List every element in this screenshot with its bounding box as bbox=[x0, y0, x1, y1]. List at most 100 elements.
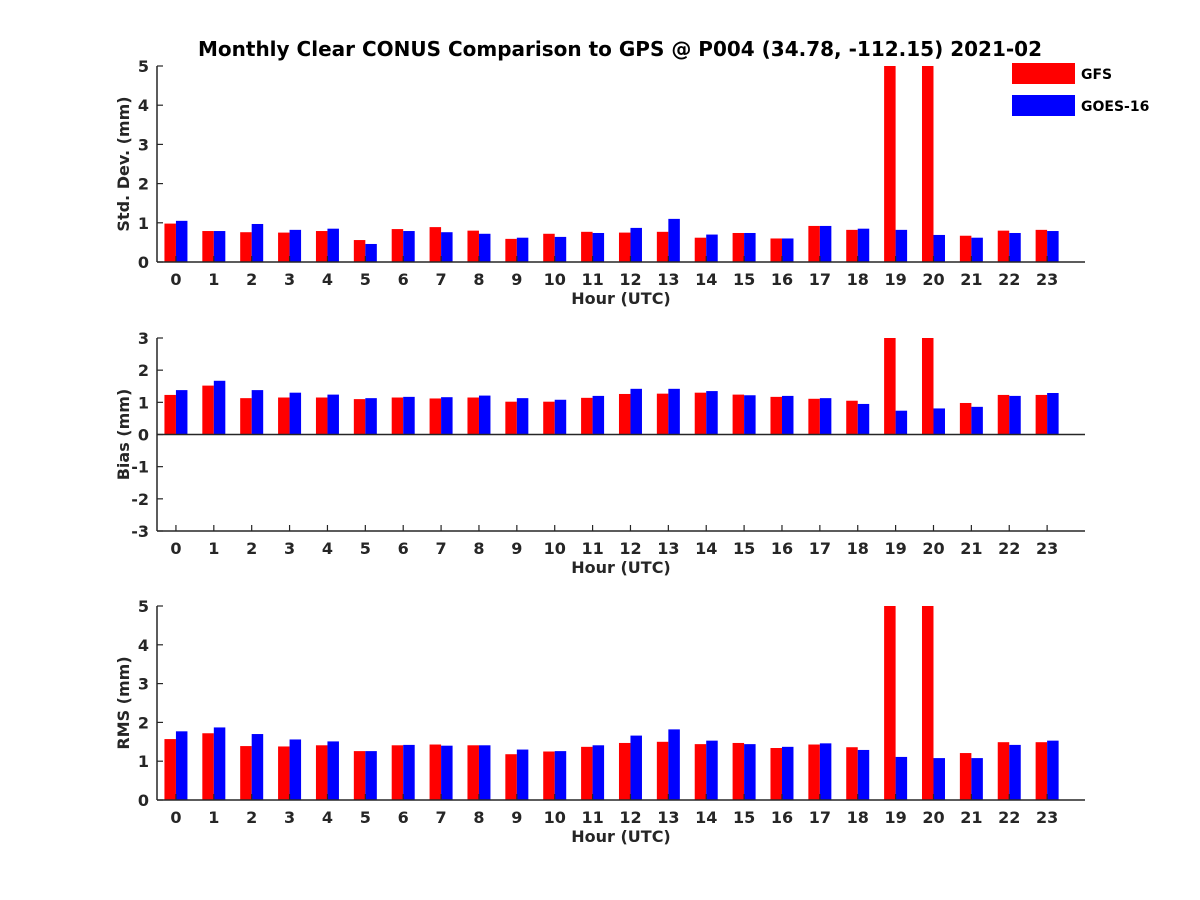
bar-goes16-hour-3 bbox=[289, 229, 302, 262]
x-tick-label: 0 bbox=[170, 808, 181, 827]
bar-goes16-hour-6 bbox=[403, 231, 415, 262]
x-tick-label: 14 bbox=[695, 270, 717, 289]
bar-gfs-hour-19 bbox=[884, 338, 896, 435]
bar-gfs-hour-1 bbox=[202, 385, 214, 435]
bar-goes16-hour-23 bbox=[1047, 393, 1059, 435]
chart-title: Monthly Clear CONUS Comparison to GPS @ … bbox=[198, 37, 1042, 61]
bar-goes16-hour-13 bbox=[668, 388, 680, 435]
x-tick-label: 15 bbox=[733, 270, 755, 289]
bar-gfs-hour-7 bbox=[429, 398, 442, 435]
y-axis-label: RMS (mm) bbox=[114, 656, 133, 749]
x-tick-label: 19 bbox=[884, 270, 906, 289]
bar-gfs-hour-10 bbox=[543, 401, 555, 435]
y-tick-label: -2 bbox=[131, 490, 149, 509]
bar-gfs-hour-23 bbox=[1035, 394, 1048, 435]
x-tick-label: 6 bbox=[398, 270, 409, 289]
x-tick-label: 2 bbox=[246, 270, 257, 289]
x-axis-label: Hour (UTC) bbox=[571, 827, 671, 846]
bar-gfs-hour-15 bbox=[732, 232, 745, 262]
bar-goes16-hour-16 bbox=[781, 238, 794, 262]
bar-gfs-hour-1 bbox=[202, 733, 214, 800]
y-tick-label: 1 bbox=[138, 214, 149, 233]
bar-goes16-hour-12 bbox=[630, 388, 642, 435]
x-tick-label: 18 bbox=[847, 270, 869, 289]
bar-gfs-hour-5 bbox=[353, 240, 366, 262]
bar-goes16-hour-22 bbox=[1009, 744, 1021, 800]
y-tick-label: 0 bbox=[138, 253, 149, 272]
bar-goes16-hour-16 bbox=[781, 395, 794, 435]
y-tick-label: -3 bbox=[131, 522, 149, 541]
bar-gfs-hour-0 bbox=[164, 394, 176, 435]
bar-goes16-hour-22 bbox=[1009, 395, 1021, 435]
x-tick-label: 20 bbox=[922, 539, 944, 558]
bar-goes16-hour-1 bbox=[213, 231, 226, 262]
x-tick-label: 4 bbox=[322, 270, 333, 289]
x-tick-label: 13 bbox=[657, 539, 679, 558]
bar-goes16-hour-0 bbox=[175, 390, 188, 435]
x-tick-label: 5 bbox=[360, 539, 371, 558]
bar-gfs-hour-15 bbox=[732, 742, 745, 800]
bar-gfs-hour-10 bbox=[543, 233, 555, 262]
bar-goes16-hour-20 bbox=[933, 234, 945, 262]
bar-goes16-hour-17 bbox=[819, 398, 832, 435]
bar-goes16-hour-0 bbox=[175, 731, 188, 800]
bar-goes16-hour-4 bbox=[327, 394, 339, 435]
bar-goes16-hour-2 bbox=[251, 390, 264, 435]
bar-gfs-hour-13 bbox=[656, 741, 669, 800]
x-tick-label: 10 bbox=[544, 539, 566, 558]
y-tick-label: 3 bbox=[138, 329, 149, 348]
bar-gfs-hour-23 bbox=[1035, 229, 1048, 262]
bar-gfs-hour-6 bbox=[391, 745, 404, 800]
bar-gfs-hour-2 bbox=[240, 232, 252, 262]
x-tick-label: 23 bbox=[1036, 808, 1058, 827]
x-tick-label: 13 bbox=[657, 808, 679, 827]
bar-gfs-hour-21 bbox=[959, 753, 972, 800]
bar-goes16-hour-7 bbox=[441, 397, 453, 435]
x-tick-label: 22 bbox=[998, 539, 1020, 558]
bar-goes16-hour-21 bbox=[971, 406, 983, 435]
bar-goes16-hour-23 bbox=[1047, 740, 1059, 800]
bar-goes16-hour-11 bbox=[592, 232, 605, 262]
bar-gfs-hour-1 bbox=[202, 231, 214, 262]
bar-gfs-hour-16 bbox=[770, 238, 782, 262]
x-tick-label: 9 bbox=[511, 808, 522, 827]
x-tick-label: 7 bbox=[436, 270, 447, 289]
bar-gfs-hour-14 bbox=[694, 744, 707, 800]
x-tick-label: 21 bbox=[960, 808, 982, 827]
x-tick-label: 7 bbox=[436, 539, 447, 558]
bar-goes16-hour-14 bbox=[706, 740, 718, 800]
x-tick-label: 6 bbox=[398, 808, 409, 827]
x-tick-label: 23 bbox=[1036, 270, 1058, 289]
bar-goes16-hour-10 bbox=[554, 236, 567, 262]
bar-gfs-hour-20 bbox=[921, 338, 934, 435]
x-tick-label: 15 bbox=[733, 539, 755, 558]
bar-gfs-hour-4 bbox=[315, 397, 328, 435]
bar-gfs-hour-17 bbox=[808, 398, 820, 435]
bar-goes16-hour-1 bbox=[213, 727, 226, 800]
y-axis-label: Bias (mm) bbox=[114, 389, 133, 481]
bar-goes16-hour-11 bbox=[592, 745, 605, 800]
y-tick-label: 2 bbox=[138, 175, 149, 194]
x-tick-label: 20 bbox=[922, 270, 944, 289]
x-tick-label: 15 bbox=[733, 808, 755, 827]
x-tick-label: 14 bbox=[695, 539, 717, 558]
bar-goes16-hour-11 bbox=[592, 395, 605, 435]
x-tick-label: 3 bbox=[284, 270, 295, 289]
bar-gfs-hour-22 bbox=[997, 394, 1010, 435]
y-tick-label: 2 bbox=[138, 713, 149, 732]
bar-gfs-hour-0 bbox=[164, 223, 176, 262]
legend-swatch-goes16 bbox=[1012, 95, 1075, 116]
bar-goes16-hour-19 bbox=[895, 410, 908, 435]
bar-goes16-hour-8 bbox=[478, 233, 491, 262]
bar-goes16-hour-14 bbox=[706, 391, 718, 435]
bar-gfs-hour-11 bbox=[581, 397, 593, 435]
x-tick-label: 13 bbox=[657, 270, 679, 289]
x-tick-label: 2 bbox=[246, 539, 257, 558]
x-tick-label: 1 bbox=[208, 808, 219, 827]
x-tick-label: 19 bbox=[884, 539, 906, 558]
legend: GFS GOES-16 bbox=[1012, 63, 1149, 116]
x-axis-label: Hour (UTC) bbox=[571, 558, 671, 577]
x-tick-label: 19 bbox=[884, 808, 906, 827]
